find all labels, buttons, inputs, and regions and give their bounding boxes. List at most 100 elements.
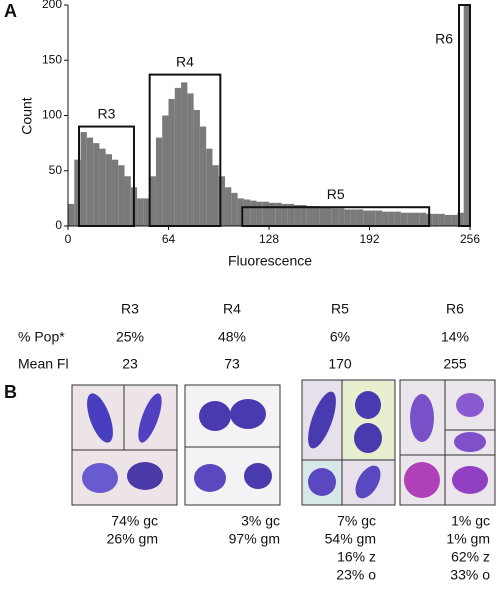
bar (444, 214, 452, 226)
table-cell: 48% (218, 329, 246, 345)
bar (451, 214, 458, 226)
bar (80, 132, 87, 226)
gate-label: R4 (176, 53, 194, 69)
caption: 74% gc (111, 513, 158, 529)
caption: 54% gm (325, 531, 376, 547)
bar (237, 198, 244, 226)
bar (137, 198, 144, 226)
bar (243, 199, 251, 226)
bar (294, 205, 301, 226)
caption: 97% gm (229, 531, 280, 547)
bar (218, 176, 226, 226)
bar (457, 212, 464, 226)
bar (375, 210, 383, 226)
x-axis-label: Fluorescence (228, 253, 312, 269)
bar (438, 213, 445, 226)
table-cell: 14% (441, 329, 469, 345)
y-tick-label: 50 (49, 163, 63, 177)
bar (312, 206, 320, 226)
bar (432, 213, 439, 226)
column-header: R5 (331, 301, 349, 317)
bar (394, 211, 401, 226)
table-cell: 6% (330, 329, 350, 345)
y-tick-label: 150 (42, 52, 62, 66)
bar (99, 148, 106, 226)
caption: 33% o (450, 567, 490, 583)
gate-label: R3 (98, 105, 116, 121)
bar (400, 212, 408, 226)
table-cell: 170 (328, 356, 352, 372)
bar (338, 208, 345, 226)
bar (413, 212, 420, 226)
bar (168, 98, 175, 226)
caption: 3% gc (241, 513, 280, 529)
bar (319, 207, 326, 226)
bar (93, 143, 100, 226)
bar (331, 208, 339, 226)
column-header: R3 (121, 301, 139, 317)
bar (212, 165, 219, 226)
bar (325, 207, 332, 226)
bar (356, 209, 364, 226)
bar (287, 203, 295, 226)
bar (262, 201, 269, 226)
x-tick-label: 64 (162, 232, 176, 246)
y-tick-label: 100 (42, 108, 62, 122)
column-header: R6 (446, 301, 464, 317)
y-axis-label: Count (19, 97, 35, 134)
bar (350, 209, 357, 226)
micrographs (71, 379, 496, 506)
bar (155, 137, 163, 226)
bar (363, 210, 370, 226)
x-tick-label: 256 (460, 232, 480, 246)
bar (275, 202, 282, 226)
row-header: Mean Fl (18, 356, 69, 372)
y-tick-label: 200 (42, 0, 62, 11)
bar (306, 206, 313, 226)
bar (344, 209, 351, 226)
bar (463, 5, 470, 226)
bar (124, 176, 131, 226)
bar (162, 115, 169, 226)
caption: 26% gm (107, 531, 158, 547)
bar (187, 93, 194, 227)
bar (250, 200, 257, 226)
bar (281, 203, 288, 226)
gate-label: R6 (435, 31, 453, 47)
x-tick-label: 192 (359, 232, 379, 246)
bar (388, 211, 395, 226)
bar (407, 212, 414, 226)
bar (269, 202, 276, 226)
panel-label: B (4, 382, 17, 402)
x-tick-label: 0 (65, 232, 72, 246)
table-cell: 255 (443, 356, 467, 372)
caption: 23% o (336, 567, 376, 583)
bar (206, 148, 213, 226)
bar (382, 211, 389, 226)
bar (105, 154, 112, 226)
row-header: % Pop* (18, 329, 65, 345)
bar (86, 137, 94, 226)
gate-label: R5 (327, 186, 345, 202)
table-cell: 73 (224, 356, 240, 372)
caption: 1% gc (451, 513, 490, 529)
bar (225, 187, 232, 226)
table-cell: 25% (116, 329, 144, 345)
bar (74, 159, 81, 226)
bar (118, 165, 125, 226)
caption: 16% z (337, 549, 376, 565)
table-cell: 23 (122, 356, 138, 372)
bar (181, 82, 188, 226)
bar (111, 159, 119, 226)
bar (149, 176, 156, 226)
caption: 7% gc (337, 513, 376, 529)
caption: 1% gm (446, 531, 490, 547)
bar (193, 109, 200, 226)
bar (256, 201, 263, 226)
x-tick-label: 128 (259, 232, 279, 246)
bar (143, 198, 150, 226)
bar (199, 126, 207, 226)
bar (369, 210, 376, 226)
caption: 62% z (451, 549, 490, 565)
